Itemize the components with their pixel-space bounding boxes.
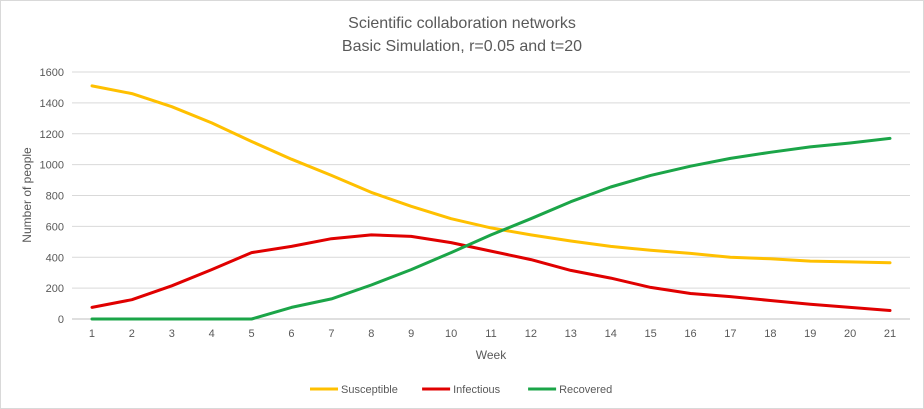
legend-label-infectious: Infectious [453, 384, 501, 396]
y-tick-label: 600 [46, 221, 64, 233]
x-tick-label: 16 [684, 328, 696, 340]
x-tick-label: 9 [408, 328, 414, 340]
series-lines [90, 84, 892, 321]
gridlines [72, 71, 910, 320]
legend: Susceptible Infectious Recovered [310, 384, 612, 396]
y-tick-label: 0 [58, 314, 64, 326]
legend-label-recovered: Recovered [559, 384, 612, 396]
x-tick-label: 5 [249, 328, 255, 340]
series-line-susceptible [90, 84, 892, 265]
y-tick-label: 800 [46, 191, 64, 203]
x-tick-label: 6 [288, 328, 294, 340]
legend-label-susceptible: Susceptible [341, 384, 398, 396]
x-tick-label: 15 [644, 328, 656, 340]
y-tick-label: 1000 [40, 160, 64, 172]
y-axis-ticks: 0 200 400 600 800 1000 1200 1400 1600 [40, 67, 64, 326]
x-tick-label: 11 [485, 328, 496, 340]
x-tick-label: 8 [368, 328, 374, 340]
series-line-recovered [90, 136, 892, 321]
x-tick-label: 19 [804, 328, 816, 340]
y-tick-label: 200 [46, 283, 64, 295]
y-tick-label: 1600 [40, 67, 64, 79]
y-tick-label: 400 [46, 252, 64, 264]
x-tick-label: 14 [605, 328, 617, 340]
x-axis-ticks: 1 2 3 4 5 6 7 8 9 10 11 12 13 14 15 16 17 18 19 20 21 [89, 328, 896, 340]
x-axis-label: Week [476, 348, 507, 362]
x-tick-label: 17 [724, 328, 736, 340]
x-tick-label: 3 [169, 328, 175, 340]
y-tick-label: 1400 [40, 98, 64, 110]
x-tick-label: 4 [209, 328, 215, 340]
series-line-infectious [90, 233, 892, 312]
x-tick-label: 12 [525, 328, 537, 340]
x-tick-label: 20 [844, 328, 856, 340]
x-tick-label: 2 [129, 328, 135, 340]
chart-subtitle: Basic Simulation, r=0.05 and t=20 [342, 38, 582, 55]
x-tick-label: 21 [884, 328, 896, 340]
x-tick-label: 7 [328, 328, 334, 340]
x-tick-label: 13 [565, 328, 577, 340]
y-axis-label: Number of people [20, 147, 34, 243]
x-tick-label: 18 [764, 328, 776, 340]
y-tick-label: 1200 [40, 129, 64, 141]
x-tick-label: 1 [89, 328, 95, 340]
chart-title: Scientific collaboration networks [348, 15, 576, 32]
x-tick-label: 10 [445, 328, 457, 340]
